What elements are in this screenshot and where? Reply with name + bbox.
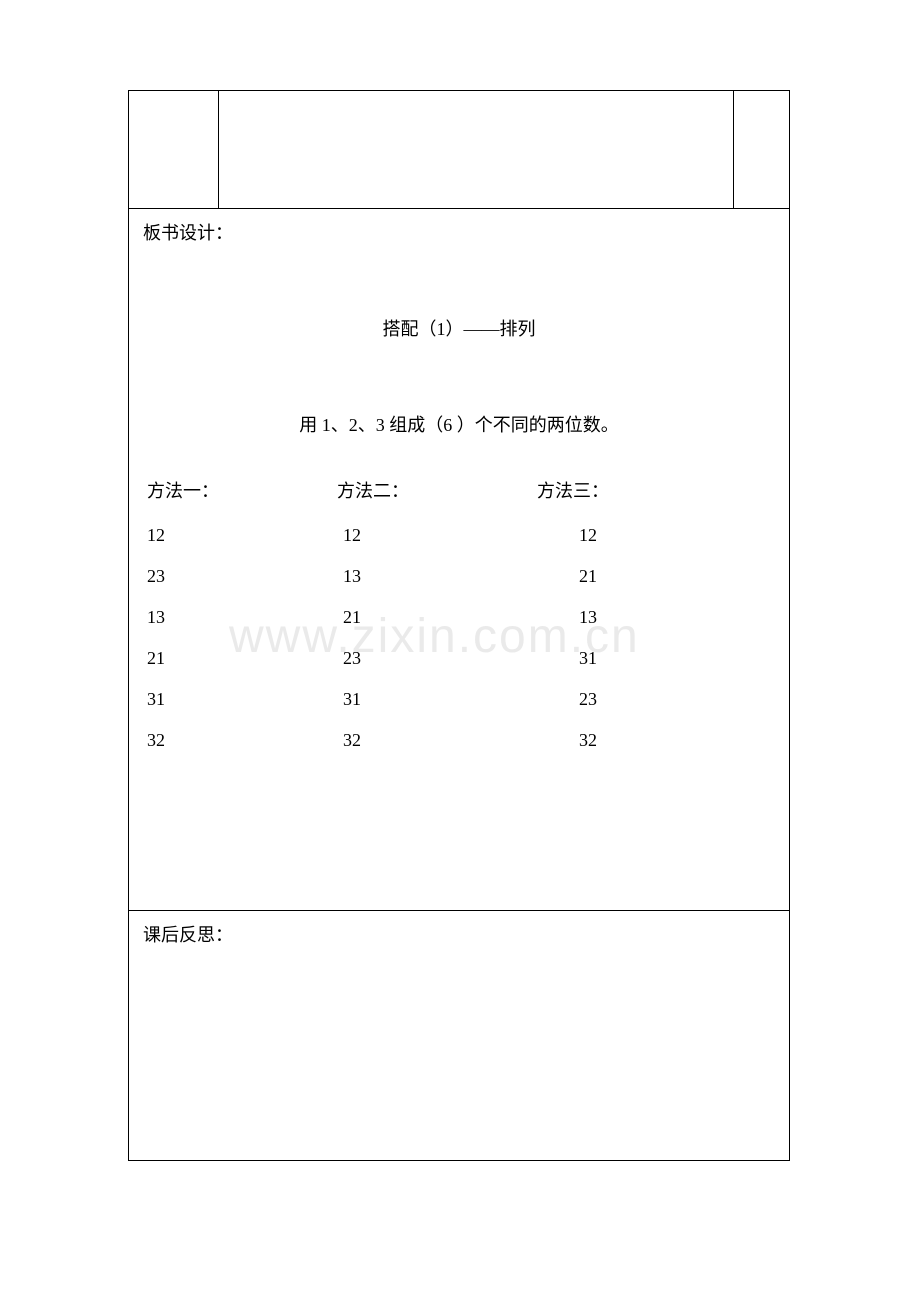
- top-cell-2: [219, 91, 734, 208]
- method-column-3: 方法三： 12 21 13 31 23 32: [537, 477, 687, 771]
- method-1-value: 31: [147, 689, 337, 710]
- method-3-value: 23: [537, 689, 687, 710]
- method-1-header: 方法一：: [147, 477, 337, 503]
- method-1-value: 13: [147, 607, 337, 628]
- method-2-value: 31: [337, 689, 537, 710]
- top-row: [129, 91, 789, 209]
- method-2-value: 13: [337, 566, 537, 587]
- method-column-2: 方法二： 12 13 21 23 31 32: [337, 477, 537, 771]
- method-3-value: 21: [537, 566, 687, 587]
- method-2-value: 12: [337, 525, 537, 546]
- method-2-value: 21: [337, 607, 537, 628]
- method-1-value: 32: [147, 730, 337, 751]
- document-table: 板书设计： 搭配（1）——排列 用 1、2、3 组成（6 ）个不同的两位数。 w…: [128, 90, 790, 1161]
- method-1-value: 12: [147, 525, 337, 546]
- methods-container: 方法一： 12 23 13 21 31 32 方法二： 12 13 21 23 …: [143, 477, 775, 771]
- reflection-section: 课后反思：: [129, 911, 789, 1160]
- method-2-value: 32: [337, 730, 537, 751]
- top-cell-1: [129, 91, 219, 208]
- method-2-header: 方法二：: [337, 477, 537, 503]
- method-1-value: 21: [147, 648, 337, 669]
- lesson-title: 搭配（1）——排列: [143, 315, 775, 341]
- method-3-value: 13: [537, 607, 687, 628]
- reflection-label: 课后反思：: [143, 921, 775, 947]
- method-1-value: 23: [147, 566, 337, 587]
- board-design-label: 板书设计：: [143, 219, 775, 245]
- top-cell-3: [734, 91, 789, 208]
- board-design-section: 板书设计： 搭配（1）——排列 用 1、2、3 组成（6 ）个不同的两位数。 w…: [129, 209, 789, 911]
- lesson-subtitle: 用 1、2、3 组成（6 ）个不同的两位数。: [143, 411, 775, 437]
- method-3-header: 方法三：: [537, 477, 687, 503]
- method-3-value: 31: [537, 648, 687, 669]
- method-2-value: 23: [337, 648, 537, 669]
- method-3-value: 32: [537, 730, 687, 751]
- method-3-value: 12: [537, 525, 687, 546]
- method-column-1: 方法一： 12 23 13 21 31 32: [147, 477, 337, 771]
